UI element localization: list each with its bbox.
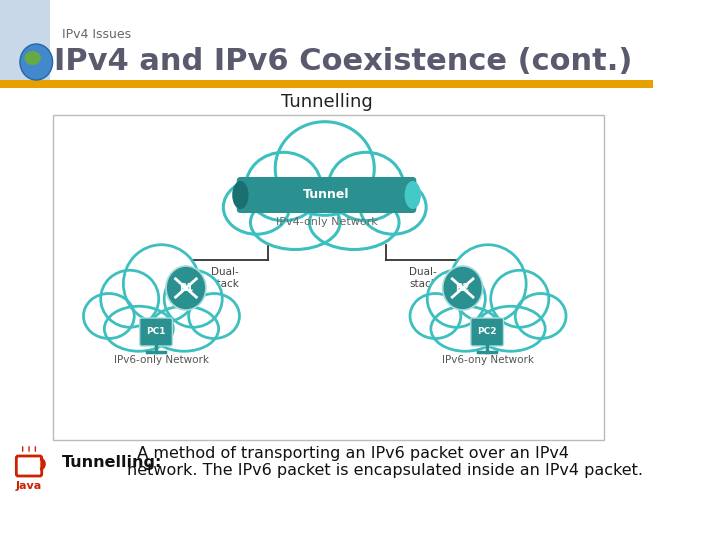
Text: Java: Java: [16, 481, 42, 491]
Text: A method of transporting an IPv6 packet over an IPv4
network. The IPv6 packet is: A method of transporting an IPv6 packet …: [127, 446, 643, 478]
Ellipse shape: [189, 294, 240, 339]
Text: IPv4 and IPv6 Coexistence (cont.): IPv4 and IPv6 Coexistence (cont.): [55, 48, 633, 77]
Ellipse shape: [24, 51, 41, 65]
Text: PC2: PC2: [477, 327, 497, 336]
Ellipse shape: [516, 294, 566, 339]
Ellipse shape: [450, 245, 526, 323]
Bar: [0, 80, 653, 88]
Ellipse shape: [427, 270, 485, 327]
Ellipse shape: [275, 122, 374, 215]
Ellipse shape: [84, 294, 134, 339]
Bar: [53, 115, 604, 440]
Text: R1: R1: [179, 283, 193, 293]
Ellipse shape: [20, 44, 53, 80]
Ellipse shape: [233, 181, 248, 209]
Ellipse shape: [443, 266, 482, 310]
Text: Dual-
stack: Dual- stack: [212, 267, 239, 289]
Ellipse shape: [164, 270, 222, 327]
Text: IPv6-only Network: IPv6-only Network: [114, 355, 209, 365]
Text: IPv4 Issues: IPv4 Issues: [62, 29, 131, 42]
Text: Tunnelling:: Tunnelling:: [62, 455, 162, 469]
Text: PC1: PC1: [146, 327, 166, 336]
FancyBboxPatch shape: [140, 318, 172, 346]
Ellipse shape: [328, 152, 404, 221]
Text: Tunnel: Tunnel: [303, 188, 350, 201]
FancyBboxPatch shape: [471, 318, 503, 346]
Ellipse shape: [104, 306, 174, 351]
FancyBboxPatch shape: [237, 177, 416, 213]
Ellipse shape: [101, 270, 158, 327]
Ellipse shape: [476, 306, 545, 351]
Ellipse shape: [246, 152, 321, 221]
Ellipse shape: [431, 306, 500, 351]
Text: Dual-
stack: Dual- stack: [410, 267, 437, 289]
Text: IPv6-ony Network: IPv6-ony Network: [442, 355, 534, 365]
Text: Tunnelling: Tunnelling: [281, 93, 372, 111]
Ellipse shape: [405, 181, 421, 209]
Ellipse shape: [123, 245, 199, 323]
Text: IPv4-only Network: IPv4-only Network: [276, 217, 377, 227]
Ellipse shape: [251, 195, 340, 249]
Ellipse shape: [150, 306, 219, 351]
Ellipse shape: [360, 180, 426, 234]
Ellipse shape: [166, 266, 206, 310]
Ellipse shape: [223, 180, 289, 234]
Bar: [0, 0, 50, 88]
Ellipse shape: [410, 294, 461, 339]
Ellipse shape: [491, 270, 549, 327]
Text: R2: R2: [456, 283, 469, 293]
Ellipse shape: [310, 195, 399, 249]
